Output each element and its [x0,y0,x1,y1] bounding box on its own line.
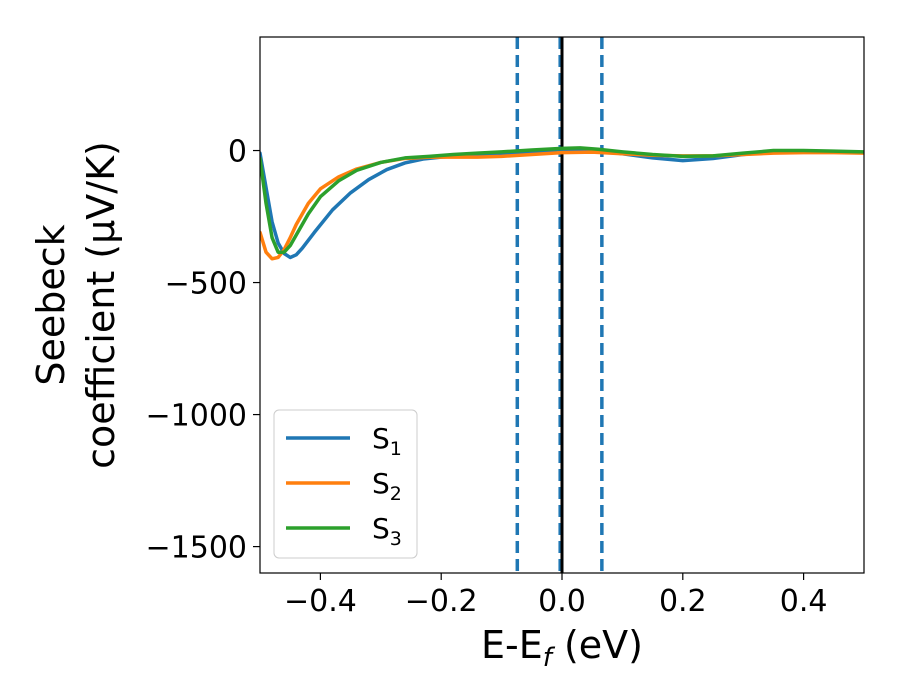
reference-lines [515,37,604,573]
legend-label-s2: S2 [372,467,402,505]
y-tick-label: 0 [228,135,247,170]
legend-label-s3: S3 [372,512,402,550]
x-axis-label: E-Ef (eV) [481,623,643,673]
legend: S1 S2 S3 [273,409,418,559]
y-tick-label: −1500 [146,531,247,566]
y-tick-label: −500 [165,267,247,302]
x-tick-label: −0.4 [284,584,357,619]
x-tick-label: −0.2 [405,584,478,619]
x-tick-label: 0.4 [780,584,828,619]
y-axis-label: Seebeck coefficient (μV/K) [29,141,123,469]
y-axis-label-line1: Seebeck [29,224,73,385]
series-line-s3 [260,146,864,254]
series-lines [260,146,864,261]
x-axis: −0.4 −0.2 0.0 0.2 0.4 [284,573,827,619]
legend-label-s1: S1 [372,422,402,460]
y-axis-label-line2: coefficient (μV/K) [79,141,123,469]
x-tick-label: 0.2 [659,584,707,619]
x-tick-label: 0.0 [538,584,586,619]
y-axis: 0 −500 −1000 −1500 [146,135,260,566]
y-tick-label: −1000 [146,399,247,434]
